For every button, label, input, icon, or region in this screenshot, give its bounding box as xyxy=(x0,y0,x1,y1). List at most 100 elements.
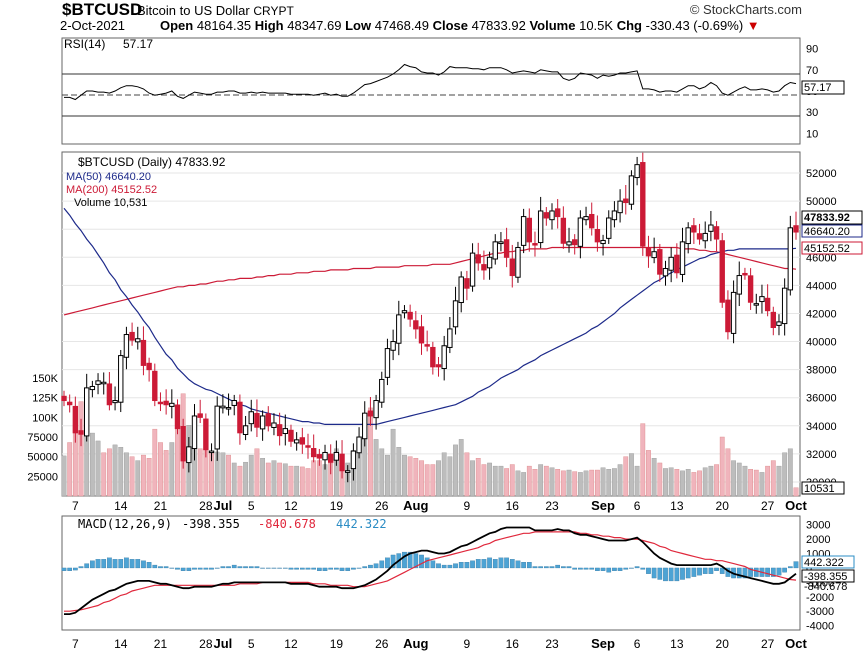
candle-body xyxy=(651,251,657,259)
x-tick-label: 20 xyxy=(716,499,730,513)
candle-body xyxy=(708,224,714,232)
macd-hist-bar xyxy=(549,566,555,569)
macd-hist-bar xyxy=(770,567,776,577)
macd-hist-bar xyxy=(589,567,595,570)
candle-body xyxy=(781,287,788,325)
price-tick-label: 36000 xyxy=(806,393,837,405)
macd-hist-bar xyxy=(186,567,192,571)
macd-hist-bar xyxy=(101,559,107,569)
macd-badge1-text: -398.355 xyxy=(804,571,847,583)
candle-body xyxy=(730,291,737,334)
x-tick-label: 23 xyxy=(545,637,559,651)
macd-hist-bar xyxy=(163,566,169,569)
volume-bar xyxy=(197,448,203,497)
macd-hist-bar xyxy=(595,567,600,571)
candle-body xyxy=(305,445,311,448)
candle-body xyxy=(520,216,527,246)
candle-body xyxy=(401,310,408,314)
rsi-panel xyxy=(61,37,801,145)
macd-hist-bar xyxy=(334,567,339,570)
macd-hist-bar xyxy=(538,566,543,569)
x-tick-label: 14 xyxy=(114,637,128,651)
candle-body xyxy=(101,381,107,385)
volume-bar xyxy=(402,454,407,497)
volume-y-ticks: 150K 125K 100K 75000 50000 25000 xyxy=(27,373,58,483)
high-value: 48347.69 xyxy=(287,18,342,33)
macd-hist-bar xyxy=(578,567,583,570)
candle-body xyxy=(316,454,323,459)
quote-date: 2-Oct-2021 xyxy=(60,18,126,33)
candle-body xyxy=(742,272,748,276)
candle-body xyxy=(146,362,152,371)
macd-hist-bar xyxy=(753,567,759,577)
brand-link[interactable]: © StockCharts.com xyxy=(689,2,802,17)
volume-bar xyxy=(725,448,731,497)
candle-body xyxy=(169,402,175,407)
macd-hist-bar xyxy=(532,566,538,569)
candle-body xyxy=(759,296,765,303)
candle-body xyxy=(464,278,470,289)
volume-bar xyxy=(135,460,141,497)
volume-bar xyxy=(475,458,481,497)
volume-bar xyxy=(498,465,504,497)
macd-hist-bar xyxy=(243,566,248,569)
macd-badge1-box xyxy=(801,569,855,583)
macd-hist-bar xyxy=(152,564,158,569)
candle-body xyxy=(549,210,555,221)
volume-bar xyxy=(106,448,112,497)
volume-bar xyxy=(663,468,668,497)
candle-body xyxy=(606,217,612,239)
rsi-value: 57.17 xyxy=(123,37,153,51)
volume-bar xyxy=(765,465,771,497)
x-tick-label: 20 xyxy=(716,637,730,651)
candle-body xyxy=(66,401,73,406)
macd-hist-bar xyxy=(651,567,657,579)
x-tick-label: 19 xyxy=(330,637,344,651)
x-tick-label: Aug xyxy=(403,498,428,513)
volume-bar xyxy=(549,467,555,497)
macd-hist-bar xyxy=(464,562,470,569)
candle-body xyxy=(288,429,294,442)
macd-hist-bar xyxy=(572,567,578,570)
macd-hist-bar xyxy=(265,567,271,569)
candle-body xyxy=(237,401,243,434)
macd-hist-bar xyxy=(73,567,78,571)
macd-hist-bar xyxy=(135,559,141,569)
candle-body xyxy=(84,387,90,437)
macd-hist-bar xyxy=(640,567,646,570)
macd-hist-bar xyxy=(436,563,441,569)
macd-tick-label: -2000 xyxy=(806,592,834,604)
macd-hist-bar xyxy=(203,567,209,570)
macd-hist-bar xyxy=(351,567,356,570)
macd-hist-bar xyxy=(634,566,640,569)
volume-bar xyxy=(447,456,453,497)
macd-hist-bar xyxy=(657,567,663,580)
candle-body xyxy=(197,413,203,418)
candle-body xyxy=(78,430,84,435)
x-tick-label: 27 xyxy=(761,637,775,651)
volume-bar xyxy=(697,470,702,497)
candle-body xyxy=(259,415,266,430)
macd-hist-bar xyxy=(702,567,708,574)
candle-body xyxy=(242,425,249,436)
candle-body xyxy=(396,314,402,344)
volume-bar xyxy=(646,450,651,497)
macd-hist-bar xyxy=(748,567,753,577)
macd-hist-bar xyxy=(453,563,458,569)
volume-tick-label: 50000 xyxy=(27,452,58,464)
ma200-line xyxy=(63,246,797,316)
macd-hist-bar xyxy=(129,559,135,569)
volume-bar xyxy=(680,470,685,497)
open-value: 48164.35 xyxy=(196,18,252,33)
macd-hist-bar xyxy=(339,567,345,571)
volume-bar xyxy=(146,458,152,497)
volume-bar xyxy=(487,462,492,497)
macd-hist-bar xyxy=(169,567,175,569)
candle-body xyxy=(413,320,419,330)
macd-hist-bar xyxy=(214,567,220,569)
volume-bar xyxy=(532,469,538,497)
candle-body xyxy=(577,217,584,247)
chg-value: -330.43 (-0.69%) xyxy=(645,18,744,33)
volume-badge-text: 10531 xyxy=(804,483,835,495)
macd-hist-bar xyxy=(475,559,481,569)
